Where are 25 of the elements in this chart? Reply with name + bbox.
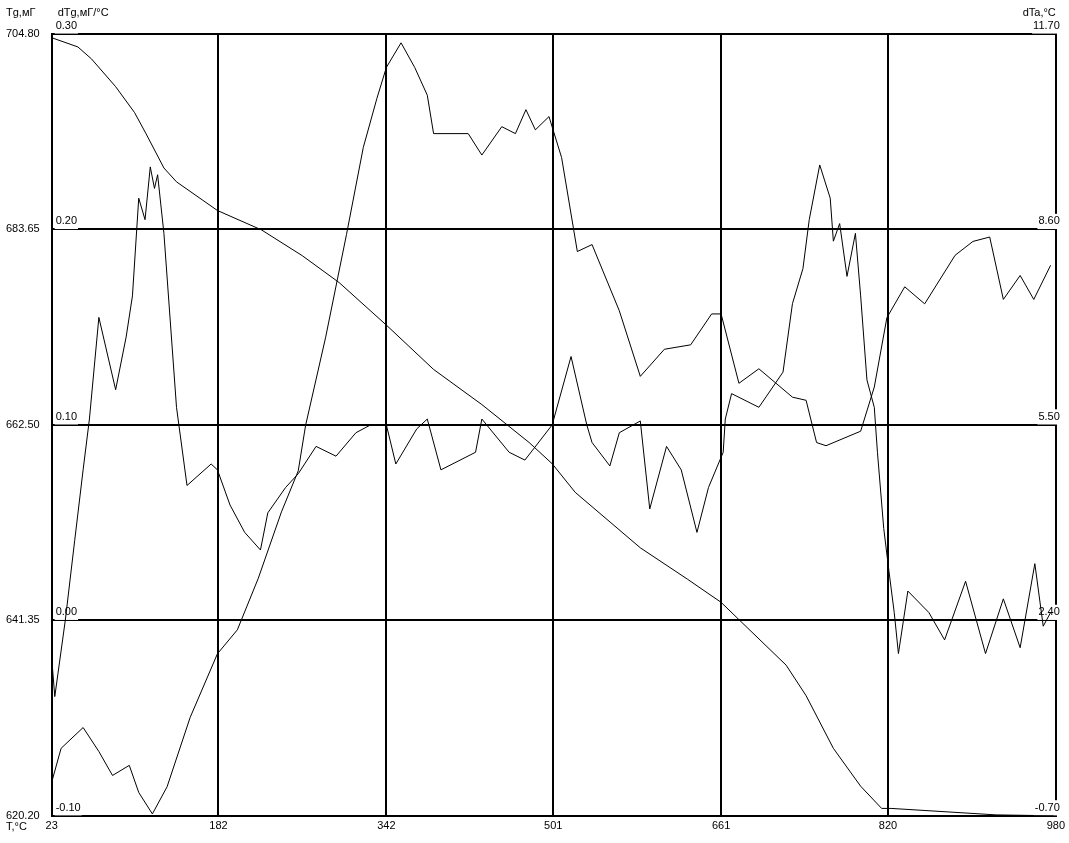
y3-axis-title: dTa,°C	[1022, 5, 1056, 18]
x-tick-label: 23	[45, 819, 58, 832]
y-axis-title: Tg,мГ	[6, 5, 36, 18]
y2-tick-label: 0.10	[55, 409, 78, 422]
y-tick-label: 683.65	[5, 222, 40, 235]
y3-tick-label: 8.60	[1038, 214, 1060, 227]
y-tick-label: 704.80	[5, 27, 40, 40]
x-tick-label: 820	[878, 819, 898, 832]
y-tick-label: 620.20	[5, 808, 40, 821]
y2-tick-label: -0.10	[55, 800, 81, 813]
y2-tick-label: 0.00	[55, 605, 78, 618]
y3-tick-label: 11.70	[1033, 19, 1060, 32]
x-tick-label: 661	[711, 819, 731, 832]
y2-tick-label: 0.20	[55, 214, 78, 227]
y2-tick-label: 0.30	[55, 19, 78, 32]
x-axis-title: T,°C	[6, 820, 27, 833]
y2-axis-title: dTg,мГ/°C	[57, 5, 109, 18]
x-tick-label: 980	[1046, 819, 1065, 832]
y3-tick-label: -0.70	[1034, 800, 1060, 813]
x-tick-label: 342	[377, 819, 396, 832]
x-tick-label: 501	[544, 819, 563, 832]
y-tick-label: 662.50	[5, 417, 40, 430]
y3-tick-label: 5.50	[1038, 409, 1060, 422]
x-tick-label: 182	[209, 819, 228, 832]
y-tick-label: 641.35	[5, 613, 40, 626]
